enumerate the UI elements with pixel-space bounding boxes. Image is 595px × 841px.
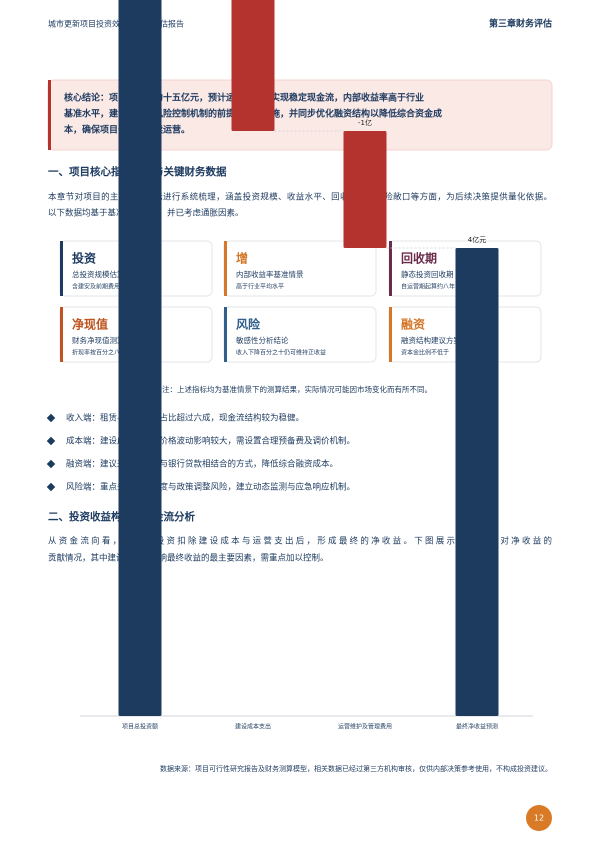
- card-title: 敏感性分析结论: [236, 335, 289, 345]
- paragraph: 本章节对项目的主要财务指标进行系统梳理，涵盖投资规模、收益水平、回收周期及风险敞…: [48, 192, 552, 203]
- card-icon: 风险: [236, 317, 261, 332]
- card-accent: [224, 307, 227, 362]
- card-subtitle: 收入下降百分之十仍可维持正收益: [236, 349, 326, 357]
- card-subtitle: 资本金比例不低于: [401, 349, 449, 357]
- bullet-text: 成本端：建设成本受材料价格波动影响较大，需设置合理预备费及调价机制。: [66, 436, 355, 447]
- card-subtitle: 高于行业平均水平: [236, 283, 284, 291]
- card-title: 总投资规模估算: [72, 269, 125, 279]
- header-left: 城市更新项目投资效益分析与评估报告: [48, 19, 184, 29]
- bullet-marker: [46, 482, 56, 492]
- card-title: 财务净现值测算: [72, 335, 125, 345]
- card-subtitle: 自运营期起算约八年: [401, 283, 455, 291]
- value-label: -1亿: [358, 118, 372, 127]
- bullet-text: 融资端：建议采用专项债与银行贷款相结合的方式，降低综合融资成本。: [66, 459, 338, 470]
- page-badge: [526, 805, 552, 831]
- caption: 注：上述指标均为基准情景下的测算结果，实际情况可能因市场变化而有所不同。: [162, 384, 432, 394]
- bar: [118, 0, 162, 716]
- card-accent: [389, 241, 392, 296]
- category-label: 运营维护及管理费用: [338, 723, 392, 731]
- category-label: 项目总投资额: [122, 723, 158, 731]
- card-accent: [389, 307, 392, 362]
- card-icon: 回收期: [401, 251, 437, 266]
- card-accent: [60, 241, 63, 296]
- bullet-text: 风险端：重点关注拆迁进度与政策调整风险，建立动态监测与应急响应机制。: [66, 482, 355, 493]
- card-icon: 融资: [401, 317, 425, 332]
- card-accent: [224, 241, 227, 296]
- card-title: 内部收益率基准情景: [236, 269, 304, 279]
- value-label: 4亿元: [468, 235, 486, 244]
- bullet-text: 收入端：租赁与运营收入占比超过六成，现金流结构较为稳健。: [66, 413, 304, 424]
- category-label: 建设成本支出: [235, 723, 271, 731]
- callout-accent: [48, 80, 51, 150]
- card-title: 融资结构建议方案: [401, 335, 461, 345]
- bar: [343, 131, 387, 248]
- bullet-marker: [46, 459, 56, 469]
- bullet-marker: [46, 413, 56, 423]
- footer-note: 数据来源：项目可行性研究报告及财务测算模型，相关数据已经过第三方机构审核，仅供内…: [160, 764, 552, 773]
- card-icon: 净现值: [72, 317, 108, 332]
- bullet-marker: [46, 436, 56, 446]
- card-icon: 增: [236, 251, 248, 266]
- header-right: 第三章财务评估: [489, 18, 552, 30]
- bar: [455, 248, 499, 716]
- paragraph: 从资金流向看，项目总投资扣除建设成本与运营支出后，形成最终的净收益。下图展示了各…: [48, 536, 552, 547]
- card-subtitle: 含建安及前期费用: [72, 283, 120, 291]
- paragraph: 贡献情况，其中建设成本是影响最终收益的最主要因素，需重点加以控制。: [48, 553, 329, 564]
- card-icon: 投资: [72, 251, 96, 266]
- card-title: 静态投资回收期: [401, 269, 454, 279]
- card-subtitle: 折现率按百分之八计算取值口径: [72, 349, 156, 357]
- category-label: 最终净收益预测: [456, 723, 498, 731]
- card-accent: [60, 307, 63, 362]
- page-number: 12: [534, 814, 544, 823]
- bar: [231, 0, 275, 131]
